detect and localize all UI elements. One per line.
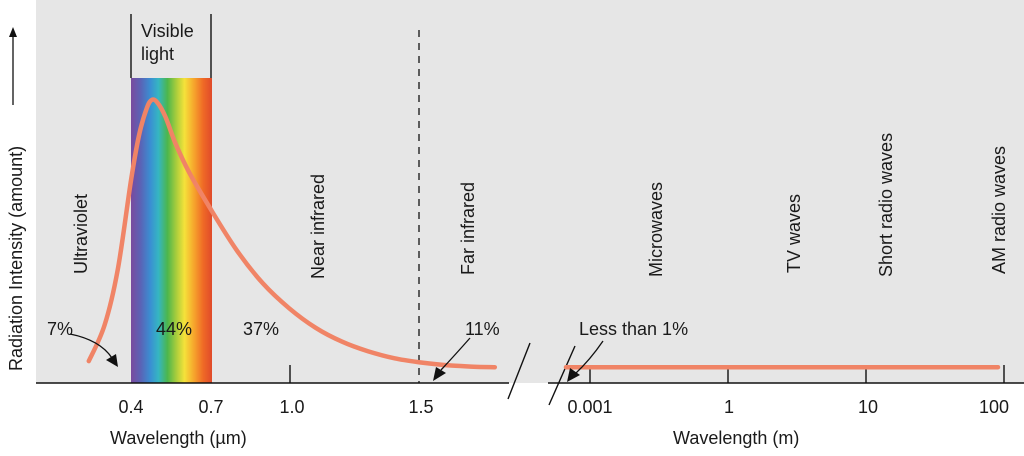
percent-label-microwaves: Less than 1% [579,319,688,339]
arrow-far-infrared-head [433,367,446,381]
arrow-ultraviolet-head [106,354,118,367]
x-axis-label-micrometers: Wavelength (µm) [110,428,247,448]
tick-label-10: 10 [858,397,878,417]
visible-light-label: Visible light [141,21,199,64]
region-label-short-radio-waves: Short radio waves [876,133,896,277]
tick-label-1: 1 [724,397,734,417]
visible-light-label-line2: light [141,44,174,64]
y-axis-arrowhead [9,27,17,37]
axis-break-mark-right [548,345,576,406]
region-label-tv-waves: TV waves [784,194,804,273]
percent-label-visible: 44% [156,319,192,339]
region-label-far-infrared: Far infrared [458,182,478,275]
tick-label-1.0: 1.0 [279,397,304,417]
axis-break-mark-left [507,342,531,400]
tick-label-0.001: 0.001 [567,397,612,417]
region-label-microwaves: Microwaves [646,182,666,277]
tick-label-0.4: 0.4 [118,397,143,417]
region-label-near-infrared: Near infrared [308,174,328,279]
tick-label-1.5: 1.5 [408,397,433,417]
region-label-am-radio-waves: AM radio waves [989,146,1009,274]
arrow-microwaves [574,340,604,375]
region-label-ultraviolet: Ultraviolet [71,194,91,274]
x-axis-label-meters: Wavelength (m) [673,428,799,448]
arrow-ultraviolet [69,333,113,359]
y-axis-label: Radiation Intensity (amount) [6,146,26,371]
percent-label-near-infrared: 37% [243,319,279,339]
arrow-far-infrared [440,337,471,371]
tick-label-0.7: 0.7 [198,397,223,417]
radiation-intensity-curve [86,97,498,370]
percent-label-ultraviolet: 7% [47,319,73,339]
percent-label-far-infrared: 11% [465,319,500,339]
tick-label-100: 100 [979,397,1009,417]
arrow-microwaves-head [567,368,580,382]
